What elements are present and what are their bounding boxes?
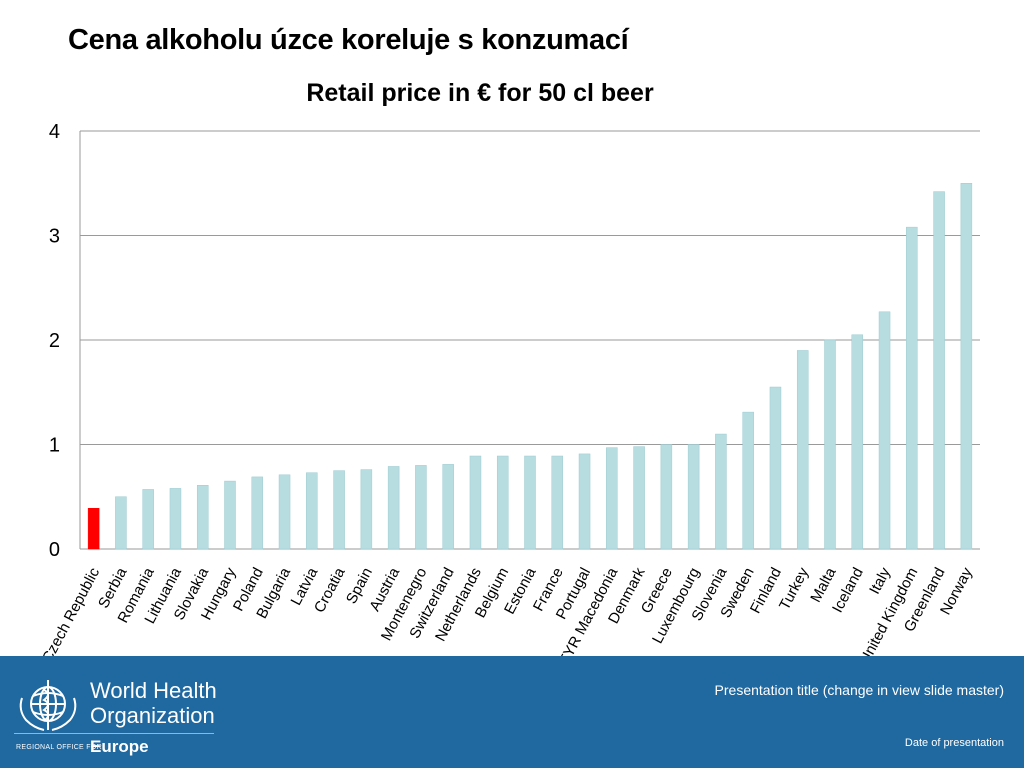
bar (142, 489, 154, 550)
y-tick-label: 0 (49, 539, 60, 561)
bar (387, 466, 400, 550)
bar (333, 470, 345, 550)
bar (115, 496, 127, 550)
y-tick-label: 2 (49, 330, 60, 352)
region-office-label: REGIONAL OFFICE FOR (16, 744, 102, 751)
bar (715, 433, 727, 550)
bar (796, 350, 809, 550)
chart-title: Retail price in € for 50 cl beer (306, 79, 654, 107)
bar (496, 455, 509, 550)
bar (169, 488, 182, 550)
bar (687, 444, 700, 550)
bar (360, 469, 373, 550)
bar (251, 476, 264, 550)
y-tick-labels: 0 1 2 3 4 (49, 121, 60, 561)
presentation-title: Presentation title (change in view slide… (714, 682, 1004, 698)
bar (660, 444, 673, 550)
bar (633, 446, 645, 550)
x-tick-labels: Czech RepublicSerbiaRomaniaLithuaniaSlov… (39, 564, 976, 656)
bar (578, 453, 591, 550)
bar (878, 311, 891, 550)
bar (224, 480, 236, 550)
bar (933, 191, 945, 550)
bar (196, 485, 209, 550)
bar (469, 455, 482, 550)
bar (551, 455, 564, 550)
bar (442, 464, 454, 550)
y-tick-label: 3 (49, 226, 60, 248)
org-name-line2: Organization (90, 703, 215, 728)
x-tick-label: Italy (866, 564, 894, 597)
logo-divider (14, 733, 214, 734)
bar (306, 472, 318, 550)
y-tick-label: 1 (49, 435, 60, 457)
bar (278, 474, 291, 550)
bar (524, 455, 536, 550)
bar (606, 447, 618, 550)
bar (851, 334, 864, 550)
bar (415, 465, 427, 550)
beer-price-chart: Retail price in € for 50 cl beer 0 1 2 3 4 C… (39, 79, 980, 656)
x-tick-label: Czech Republic (39, 564, 104, 656)
bars (87, 183, 973, 550)
bar (87, 507, 100, 550)
region-name: Europe (90, 737, 149, 756)
bar (906, 226, 918, 550)
footer-band (0, 656, 1024, 768)
org-name-line1: World Health (90, 678, 217, 703)
bar (742, 411, 754, 550)
y-tick-label: 4 (49, 121, 60, 143)
presentation-date: Date of presentation (904, 737, 1004, 749)
bar (960, 183, 973, 550)
slide-title: Cena alkoholu úzce koreluje s konzumací (68, 24, 629, 56)
bar (769, 386, 782, 550)
bar (824, 339, 836, 550)
who-emblem-icon (19, 680, 77, 731)
